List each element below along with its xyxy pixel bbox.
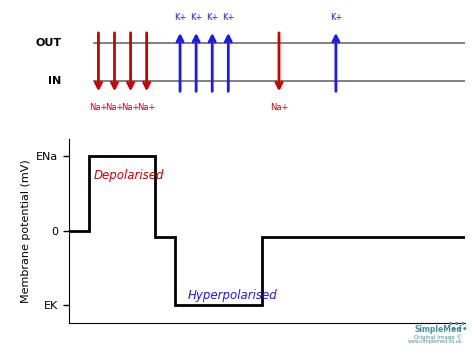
- Text: ●: ●: [463, 327, 467, 331]
- Text: ●: ●: [457, 327, 461, 331]
- Text: Na+: Na+: [89, 103, 108, 112]
- Text: K+: K+: [222, 13, 235, 22]
- Text: K+: K+: [174, 13, 186, 22]
- Text: Original Image ©: Original Image ©: [414, 334, 462, 340]
- Text: Na+: Na+: [121, 103, 140, 112]
- Text: Na+: Na+: [105, 103, 124, 112]
- Text: K+: K+: [190, 13, 202, 22]
- Text: IN: IN: [48, 76, 61, 86]
- Text: OUT: OUT: [35, 38, 61, 48]
- Text: K+: K+: [206, 13, 219, 22]
- Text: www.simplemed.co.uk: www.simplemed.co.uk: [407, 339, 462, 344]
- Text: K+: K+: [330, 13, 342, 22]
- Y-axis label: Membrane potential (mV): Membrane potential (mV): [20, 159, 30, 303]
- Text: SimpleMed: SimpleMed: [414, 325, 462, 334]
- Text: Na+: Na+: [137, 103, 156, 112]
- Text: ●: ●: [448, 322, 452, 326]
- Text: Depolarised: Depolarised: [93, 170, 164, 183]
- Text: Na+: Na+: [270, 103, 288, 112]
- Text: ●: ●: [460, 322, 464, 326]
- Text: ●: ●: [455, 322, 458, 326]
- Text: Hyperpolarised: Hyperpolarised: [187, 289, 277, 302]
- Text: ●: ●: [451, 327, 455, 331]
